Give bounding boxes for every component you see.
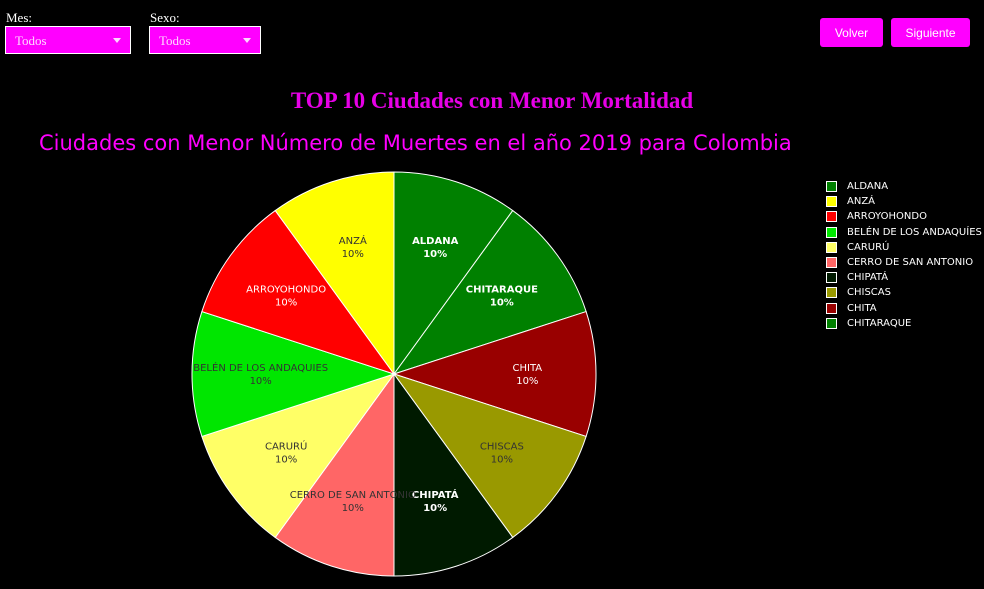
pie-slice (393, 171, 514, 376)
month-select-value: Todos (15, 33, 47, 48)
pie-slice (274, 372, 395, 577)
slice-label-group: ARROYOHONDO 10% (246, 285, 326, 309)
sex-filter-label: Sexo: (150, 10, 180, 25)
legend-label: ANZÁ (847, 196, 876, 208)
legend-label: CHITA (847, 302, 877, 314)
legend-item[interactable]: ALDANA (826, 179, 982, 194)
sex-select[interactable]: Todos (149, 26, 261, 54)
legend-swatch (826, 272, 837, 284)
month-filter-label: Mes: (6, 10, 32, 25)
slice-percent: 10% (275, 298, 297, 309)
slice-label-group: CHISCAS 10% (480, 441, 524, 465)
legend-swatch (826, 256, 837, 268)
pie-slice (393, 372, 514, 577)
legend-label: BELÉN DE LOS ANDAQUÍES (847, 226, 982, 238)
pie-slice (392, 373, 587, 539)
legend-item[interactable]: CERRO DE SAN ANTONIO (826, 255, 982, 270)
sex-select-value: Todos (159, 33, 191, 48)
legend-item[interactable]: CARURÚ (826, 240, 982, 255)
slice-percent: 10% (491, 454, 513, 465)
slice-label: ARROYOHONDO (246, 285, 326, 296)
legend-item[interactable]: ANZÁ (826, 194, 982, 209)
slice-label: CHISCAS (480, 441, 524, 452)
slice-label-group: CHITARAQUE 10% (466, 285, 538, 309)
legend-item[interactable]: CHITA (826, 301, 982, 316)
chevron-down-icon (113, 38, 121, 43)
slice-label: ANZÁ (339, 234, 367, 247)
legend-label: CHISCAS (847, 287, 891, 299)
legend-swatch (826, 226, 837, 238)
slice-percent: 10% (516, 376, 538, 387)
legend-swatch (826, 196, 837, 208)
slice-label-group: ALDANA 10% (412, 236, 459, 260)
chart-title: Ciudades con Menor Número de Muertes en … (39, 131, 792, 155)
slice-label-group: CERRO DE SAN ANTONIO 10% (290, 490, 416, 514)
pie-slice (392, 310, 597, 438)
slice-percent: 10% (342, 249, 364, 260)
pie-slice (392, 209, 587, 375)
pie-slice (201, 209, 396, 375)
pie-slice (201, 373, 396, 539)
slice-label-group: CHITA 10% (513, 363, 543, 387)
page-heading: TOP 10 Ciudades con Menor Mortalidad (290, 88, 694, 113)
slice-label: CARURÚ (265, 439, 307, 452)
chart-legend: ALDANA ANZÁ ARROYOHONDO BELÉN DE LOS ANDAQU… (826, 179, 982, 331)
chevron-down-icon (243, 38, 251, 43)
legend-swatch (826, 211, 837, 223)
slice-percent: 10% (342, 503, 364, 514)
slice-label-group: BELÉN DE LOS ANDAQUIES 10% (193, 361, 328, 387)
pie-slice (191, 310, 396, 438)
legend-swatch (826, 317, 837, 329)
slice-label: BELÉN DE LOS ANDAQUIES (193, 361, 328, 374)
legend-label: ALDANA (847, 181, 889, 192)
slice-label: CHITARAQUE (466, 285, 538, 296)
next-button[interactable]: Siguiente (891, 18, 970, 47)
legend-item[interactable]: CHIPATÁ (826, 270, 982, 285)
legend-swatch (826, 287, 837, 299)
slice-label: ALDANA (412, 236, 459, 247)
legend-swatch (826, 302, 837, 314)
slice-label: CHIPATÁ (412, 488, 459, 501)
slice-label: CERRO DE SAN ANTONIO (290, 490, 416, 501)
slice-percent: 10% (250, 376, 272, 387)
slice-label-group: ANZÁ 10% (339, 234, 367, 260)
back-button[interactable]: Volver (820, 18, 883, 47)
legend-item[interactable]: BELÉN DE LOS ANDAQUÍES (826, 225, 982, 240)
slice-label-group: CARURÚ 10% (265, 439, 307, 465)
slice-percent: 10% (490, 298, 514, 309)
legend-label: CHIPATÁ (847, 272, 889, 284)
legend-item[interactable]: CHISCAS (826, 285, 982, 300)
month-select[interactable]: Todos (5, 26, 131, 54)
legend-label: ARROYOHONDO (847, 211, 927, 223)
pie-slice (274, 171, 395, 376)
legend-label: CARURÚ (847, 241, 890, 253)
legend-swatch (826, 181, 837, 192)
slice-percent: 10% (423, 503, 447, 514)
slice-label: CHITA (513, 363, 543, 374)
legend-label: CHITARAQUE (847, 317, 912, 329)
slice-label-group: CHIPATÁ 10% (412, 488, 459, 514)
slice-percent: 10% (423, 249, 447, 260)
legend-item[interactable]: CHITARAQUE (826, 316, 982, 331)
legend-label: CERRO DE SAN ANTONIO (847, 256, 974, 268)
legend-swatch (826, 241, 837, 253)
slice-percent: 10% (275, 454, 297, 465)
legend-item[interactable]: ARROYOHONDO (826, 209, 982, 224)
